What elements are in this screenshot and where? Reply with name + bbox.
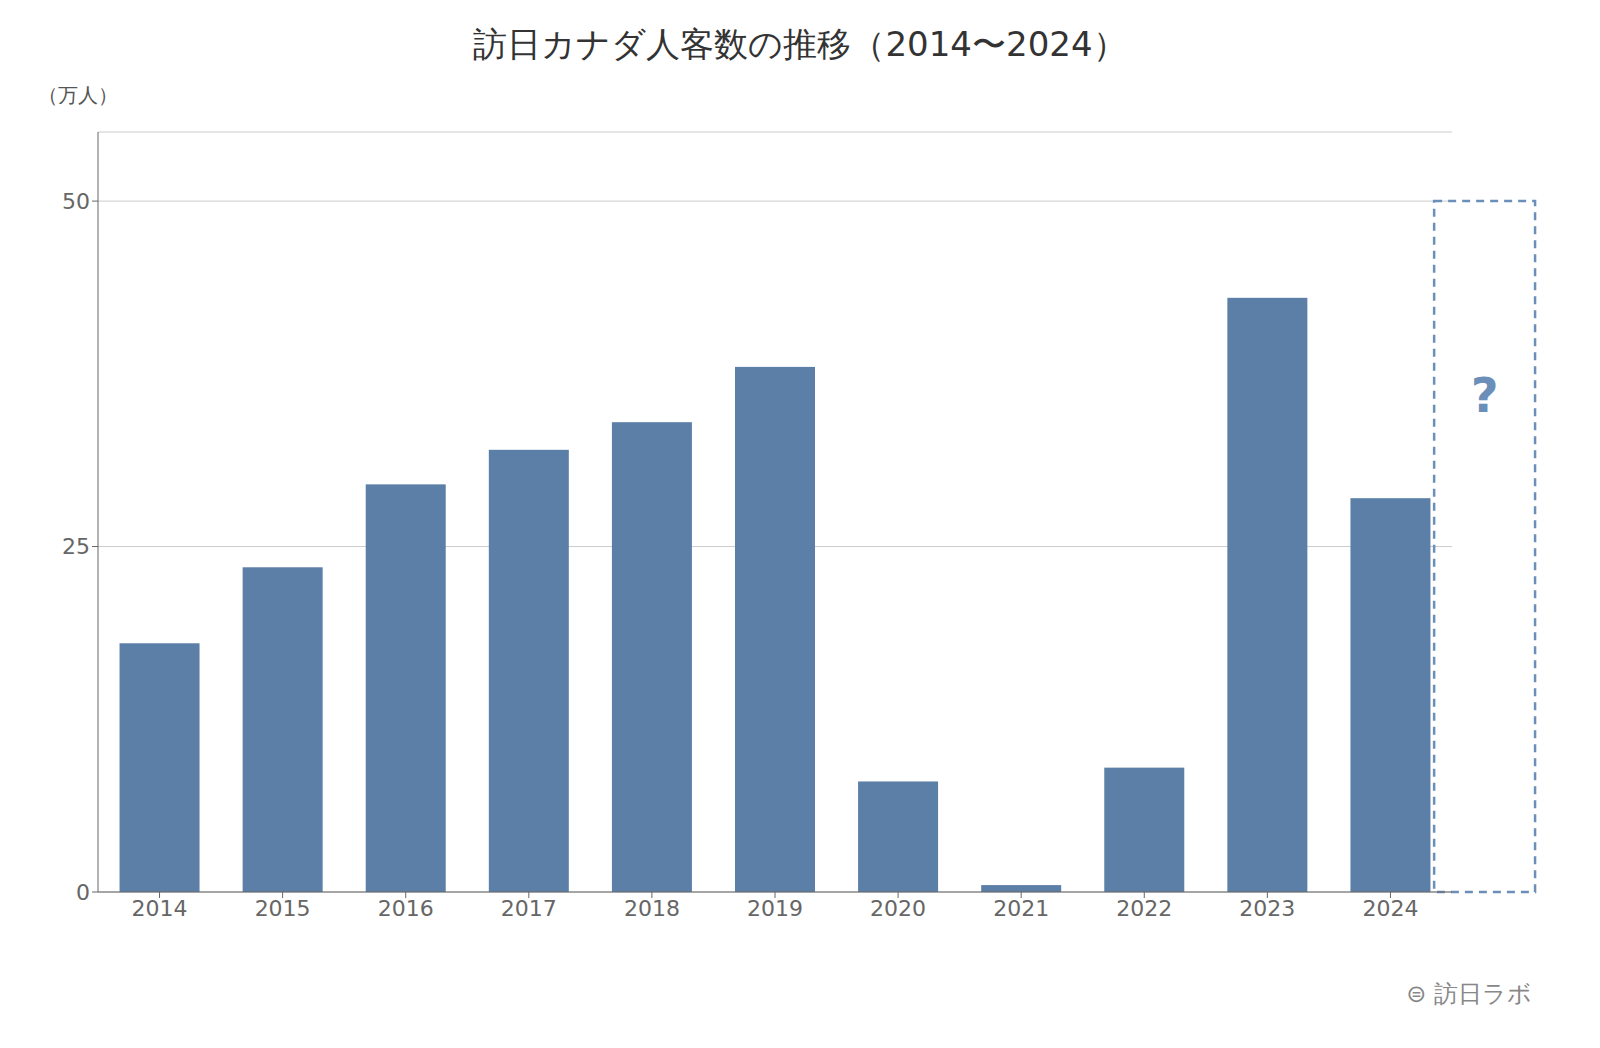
- svg-text:50: 50: [62, 189, 90, 214]
- html-text:⊜ 訪日ラボ: ⊜ 訪日ラボ: [1406, 980, 1532, 1008]
- svg-text:2020: 2020: [870, 896, 926, 921]
- svg-text:?: ?: [1471, 367, 1499, 423]
- svg-text:2017: 2017: [501, 896, 557, 921]
- svg-text:2014: 2014: [132, 896, 188, 921]
- svg-text:25: 25: [62, 534, 90, 559]
- svg-text:0: 0: [76, 880, 90, 905]
- svg-text:2015: 2015: [255, 896, 311, 921]
- svg-text:2024: 2024: [1362, 896, 1418, 921]
- svg-text:2018: 2018: [624, 896, 680, 921]
- svg-text:2022: 2022: [1116, 896, 1172, 921]
- svg-text:2023: 2023: [1239, 896, 1295, 921]
- svg-text:2019: 2019: [747, 896, 803, 921]
- svg-text:2016: 2016: [378, 896, 434, 921]
- html-text:訪日カナダ人客数の推移（2014〜2024）: 訪日カナダ人客数の推移（2014〜2024）: [473, 24, 1127, 64]
- html-text:（万人）: （万人）: [38, 83, 118, 107]
- svg-text:2021: 2021: [993, 896, 1049, 921]
